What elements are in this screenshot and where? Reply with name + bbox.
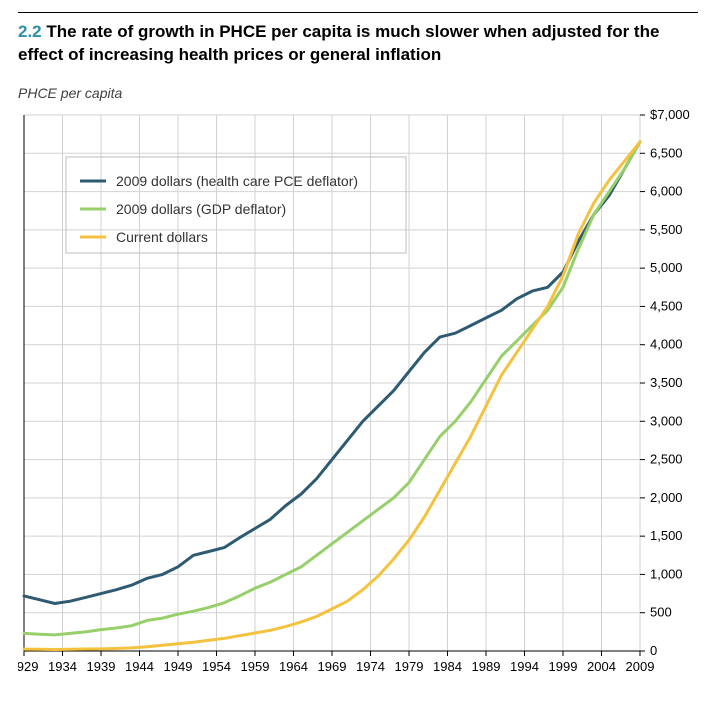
y-tick-label: 0 [650, 643, 657, 658]
x-tick-label: 1949 [164, 659, 193, 674]
figure-container: 2.2 The rate of growth in PHCE per capit… [0, 0, 716, 687]
y-tick-label: 3,500 [650, 375, 683, 390]
y-tick-label: 4,500 [650, 298, 683, 313]
chart: 0 500 1,000 1,500 2,000 2,500 3,000 3,500 4,000 4… [18, 107, 698, 679]
y-tick-label: 500 [650, 605, 672, 620]
x-tick-label: 1929 [18, 659, 38, 674]
y-tick-label: 5,000 [650, 260, 683, 275]
figure-title: 2.2 The rate of growth in PHCE per capit… [18, 21, 698, 67]
x-tick-label: 1959 [241, 659, 270, 674]
chart-svg: 0 500 1,000 1,500 2,000 2,500 3,000 3,500 4,000 4… [18, 107, 698, 679]
y-axis-caption: PHCE per capita [18, 85, 698, 101]
legend-label: Current dollars [116, 229, 208, 245]
x-tick-label: 1954 [202, 659, 231, 674]
x-tick-label: 1989 [472, 659, 501, 674]
x-tick-label: 1974 [356, 659, 385, 674]
y-tick-label: 3,000 [650, 413, 683, 428]
y-tick-label: 1,500 [650, 528, 683, 543]
legend-label: 2009 dollars (GDP deflator) [116, 201, 286, 217]
y-tick-label: $7,000 [650, 107, 690, 122]
y-tick-label: 6,500 [650, 145, 683, 160]
figure-number: 2.2 [18, 22, 42, 41]
y-tick-label: 2,000 [650, 490, 683, 505]
title-border: 2.2 The rate of growth in PHCE per capit… [18, 12, 698, 67]
x-tick-label: 1969 [318, 659, 347, 674]
x-tick-label: 1984 [433, 659, 462, 674]
x-tick-label: 2004 [587, 659, 616, 674]
x-tick-label: 1979 [395, 659, 424, 674]
x-tick-label: 1994 [510, 659, 539, 674]
x-tick-label: 1939 [87, 659, 116, 674]
x-tick-label: 1944 [125, 659, 154, 674]
y-tick-label: 5,500 [650, 222, 683, 237]
x-tick-label: 1964 [279, 659, 308, 674]
x-tick-label: 1934 [48, 659, 77, 674]
x-tick-label: 2009 [626, 659, 655, 674]
x-tick-label: 1999 [549, 659, 578, 674]
figure-title-text: The rate of growth in PHCE per capita is… [18, 22, 659, 64]
y-tick-label: 1,000 [650, 566, 683, 581]
y-tick-label: 6,000 [650, 183, 683, 198]
legend-label: 2009 dollars (health care PCE deflator) [116, 173, 358, 189]
y-tick-label: 4,000 [650, 337, 683, 352]
y-tick-label: 2,500 [650, 451, 683, 466]
